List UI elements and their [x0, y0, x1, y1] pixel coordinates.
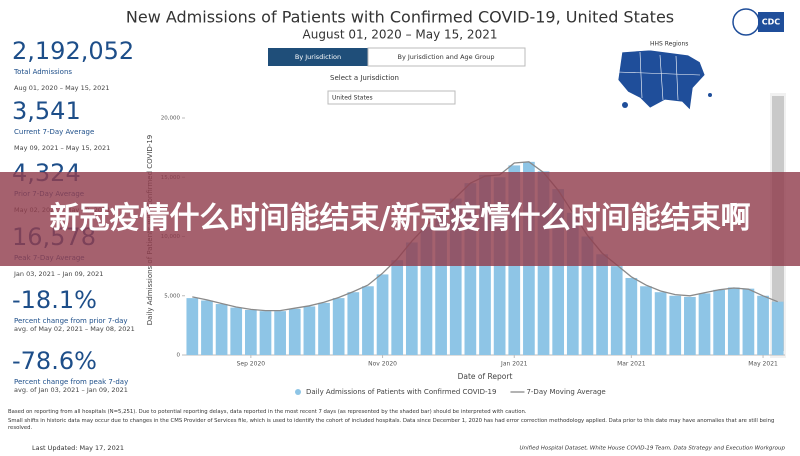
x-tick-label: Jan 2021 [500, 361, 528, 368]
updated: Last Updated: May 17, 2021 [32, 444, 124, 452]
stat-dates: avg. of Jan 03, 2021 – Jan 09, 2021 [14, 386, 128, 394]
dropdown-value[interactable]: United States [332, 95, 373, 102]
bar [684, 296, 696, 355]
bar [259, 311, 272, 355]
logo-ring [732, 8, 760, 36]
bar [274, 311, 286, 355]
legend-label: Daily Admissions of Patients with Confir… [306, 388, 496, 396]
bar [610, 266, 623, 355]
x-tick-label: May 2021 [748, 361, 778, 368]
tab-inactive[interactable] [367, 47, 526, 67]
legend-swatch [295, 389, 301, 395]
bar [245, 309, 257, 355]
x-axis-label: Date of Report [458, 372, 513, 381]
logo-box [758, 12, 784, 32]
stat-label: Percent change from peak 7-day [14, 378, 129, 386]
y-tick-label: 0 [177, 353, 181, 359]
y-tick-label: 5,000 [164, 293, 180, 299]
stat-value: -18.1% [12, 286, 97, 314]
map [617, 49, 712, 111]
source: Unified Hospital Dataset, White House CO… [519, 446, 785, 452]
tab-active[interactable] [268, 48, 368, 66]
y-tick-label: 20,000 [161, 116, 181, 122]
banner: 新冠疫情什么时间能结束/新冠疫情什么时间能结束啊 [0, 172, 800, 266]
bar [405, 242, 418, 355]
stat-dates: Aug 01, 2020 – May 15, 2021 [14, 84, 110, 92]
bar [420, 227, 433, 355]
bar [376, 274, 389, 355]
stat-dates: avg. of May 02, 2021 – May 08, 2021 [14, 325, 135, 333]
subtitle: August 01, 2020 – May 15, 2021 [303, 28, 498, 42]
stat-value: 3,541 [12, 97, 81, 125]
stat-dates: Jan 03, 2021 – Jan 09, 2021 [14, 270, 104, 278]
bar [347, 292, 360, 355]
bar [201, 300, 213, 355]
stat-value: 2,192,052 [12, 37, 135, 65]
stat-label: Total Admissions [14, 68, 73, 76]
stat-label: Percent change from prior 7-day [14, 317, 128, 325]
bar [288, 308, 301, 355]
bar [449, 198, 462, 355]
legend-label: 7-Day Moving Average [526, 388, 605, 396]
bar [771, 301, 784, 355]
title: New Admissions of Patients with Confirme… [126, 8, 674, 27]
stat-label: Current 7-Day Average [14, 128, 95, 136]
bar [318, 302, 330, 355]
bar [435, 212, 447, 355]
footnote: Based on reporting from all hospitals (N… [8, 409, 527, 415]
bar [186, 298, 199, 355]
bar [654, 292, 667, 355]
bar [727, 287, 740, 355]
logo: CDC [762, 18, 781, 27]
bar [640, 286, 652, 355]
bar [625, 277, 638, 355]
bar [362, 286, 374, 355]
bar [566, 212, 579, 355]
bar [215, 304, 228, 355]
tab[interactable]: By Jurisdiction [295, 53, 341, 61]
x-tick-label: Nov 2020 [368, 361, 397, 368]
bar [493, 177, 506, 355]
map-title: HHS Regions [650, 41, 688, 48]
bar [464, 183, 477, 355]
bar [303, 306, 316, 355]
bar [332, 298, 345, 355]
banner-text: 新冠疫情什么时间能结束/新冠疫情什么时间能结束啊 [49, 201, 751, 236]
bar [581, 236, 594, 355]
bar [669, 295, 682, 355]
selector-label: Select a Jurisdiction [330, 74, 399, 82]
stat-dates: May 09, 2021 – May 15, 2021 [14, 144, 111, 152]
bar [757, 295, 769, 355]
bar [698, 293, 711, 355]
stat-value: -78.6% [12, 347, 97, 375]
bar [596, 254, 608, 355]
tab[interactable]: By Jurisdiction and Age Group [397, 53, 494, 61]
bar [391, 260, 404, 355]
x-tick-label: Sep 2020 [237, 361, 266, 368]
bar [713, 289, 725, 355]
bar [742, 288, 755, 355]
footnote: Small shifts in historic data may occur … [8, 418, 775, 431]
bar [552, 189, 565, 355]
x-tick-label: Mar 2021 [617, 361, 646, 368]
dropdown[interactable] [327, 90, 456, 105]
bar [230, 307, 243, 355]
